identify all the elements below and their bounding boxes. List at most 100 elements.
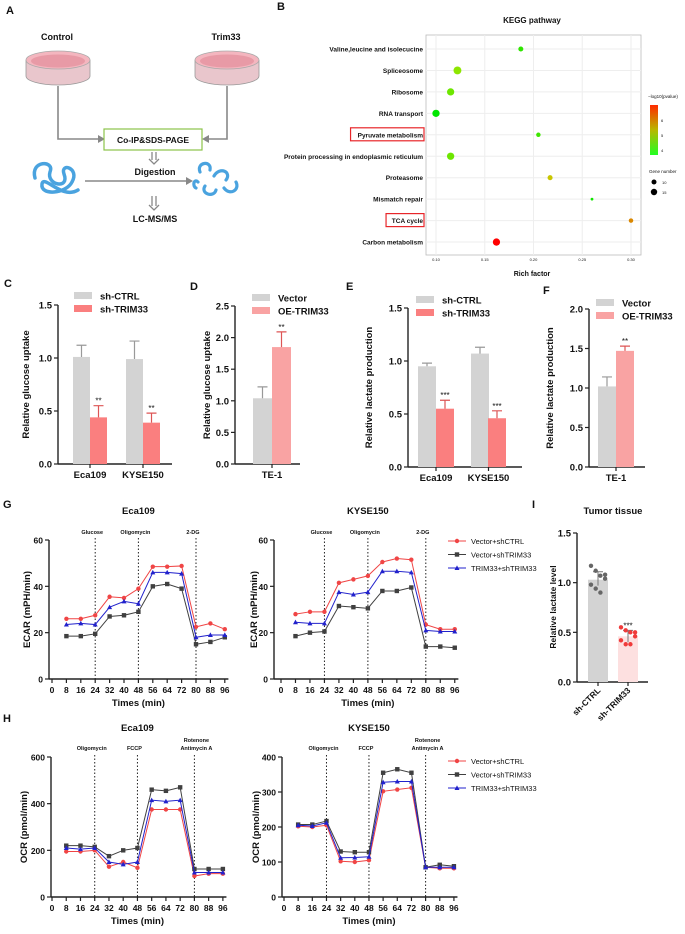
y-tick-label: 0.0: [389, 463, 402, 474]
control-dish: [25, 50, 91, 86]
x-tick-label: 96: [220, 685, 230, 695]
data-point: [222, 626, 227, 632]
co-ip-box: [103, 128, 203, 151]
data-point: [454, 785, 460, 790]
data-point: [454, 565, 460, 570]
treatment-label: Glucose: [81, 530, 103, 536]
data-point: [220, 869, 226, 875]
pathway-label: Protein processing in endoplasmic reticu…: [284, 154, 423, 161]
y-tick-label: 2.0: [216, 333, 229, 344]
data-point: [366, 854, 372, 859]
x-tick-label: 16: [76, 903, 86, 913]
legend-label: OE-TRIM33: [622, 312, 673, 323]
x-tick-label: 32: [334, 685, 344, 695]
x-tick-label: 8: [296, 903, 301, 913]
data-point: [409, 557, 414, 562]
x-tick-label: 0.30: [627, 257, 636, 262]
y-axis-label: Relative lactate production: [545, 327, 556, 449]
data-point: [136, 586, 141, 591]
data-point: [77, 846, 83, 852]
bar-chart-2: 0.0 0.5 1.0 1.5 2.0 2.5 Relative glucose uptak…: [202, 294, 329, 482]
y-tick-label: 600: [31, 753, 45, 763]
data-point: [165, 581, 170, 587]
data-point: [107, 594, 112, 599]
pathway-label: RNA transport: [379, 111, 424, 118]
x-tick-label: 64: [392, 685, 402, 695]
data-point: [192, 873, 197, 879]
y-axis-label: Relative glucose uptake: [202, 331, 213, 439]
legend-label: Vector+shCTRL: [471, 537, 524, 546]
data-point: [338, 855, 344, 860]
bar: [272, 347, 291, 464]
bar-chart-3: 0.0 0.5 1.0 1.5 Relative lactate production *…: [364, 296, 522, 484]
data-point: [177, 785, 183, 790]
pathway-label: TCA cycle: [392, 218, 424, 225]
peptides-icon: [192, 161, 239, 196]
series-line: [298, 781, 454, 868]
lcms-label: LC-MS/MS: [133, 214, 178, 224]
data-point: [454, 552, 460, 557]
pathway-label: Ribosome: [392, 89, 424, 96]
data-point: [92, 845, 98, 850]
data-point: [64, 616, 69, 621]
x-tick-label: 96: [218, 903, 228, 913]
chart-title: Eca109: [122, 506, 155, 517]
data-point: [193, 634, 199, 640]
x-tick-label: 72: [175, 903, 185, 913]
x-tick-label: 88: [204, 903, 214, 913]
x-axis-label: Times (min): [341, 698, 394, 709]
data-point: [454, 758, 460, 764]
data-point: [222, 635, 227, 640]
panel-label-F: F: [543, 285, 550, 297]
size-legend-title: Gene number: [649, 169, 677, 174]
bar: [90, 417, 107, 464]
data-point: [323, 820, 329, 825]
legend-label: Vector: [278, 294, 307, 305]
data-point: [206, 869, 212, 875]
x-tick-label: 16: [305, 685, 315, 695]
x-tick-label: 96: [450, 685, 460, 695]
data-point: [307, 630, 313, 635]
x-axis-label: Times (min): [112, 698, 165, 709]
x-tick-label: 40: [118, 903, 128, 913]
y-tick-label: 0.5: [216, 428, 230, 439]
y-axis-label: ECAR (mPH/min): [22, 571, 33, 648]
data-point: [295, 822, 301, 828]
chart-title: KYSE150: [347, 506, 389, 517]
x-tick-label: 0: [50, 903, 55, 913]
data-point: [350, 591, 356, 597]
significance-marker: **: [95, 397, 101, 406]
pathway-label: Pyruvate metabolism: [358, 132, 424, 139]
x-tick-label: 16: [308, 903, 318, 913]
category-label: Eca109: [420, 473, 453, 484]
data-point: [351, 604, 356, 610]
data-point: [394, 556, 400, 561]
data-point: [352, 854, 358, 860]
y-tick-label: 200: [31, 846, 45, 856]
legend-label: Vector+shTRIM33: [471, 551, 531, 560]
data-point: [208, 639, 213, 645]
significance-marker: **: [278, 323, 284, 332]
data-point: [78, 616, 84, 621]
y-tick-label: 1.0: [39, 354, 52, 365]
x-tick-label: 72: [177, 685, 187, 695]
data-point: [106, 853, 112, 859]
highlight-box: [385, 213, 425, 228]
data-point: [379, 568, 385, 574]
data-point: [64, 633, 69, 639]
data-point: [452, 628, 458, 634]
double-arrow-head: [148, 204, 160, 211]
data-point: [163, 807, 169, 812]
y-tick-label: 0: [271, 893, 276, 903]
data-point: [150, 569, 156, 575]
error-bar: [257, 386, 268, 399]
color-tick-label: 5: [661, 133, 664, 138]
chart-title: KYSE150: [348, 723, 390, 734]
x-tick-label: 24: [90, 903, 100, 913]
tumor-tissue-chart: Tumor tissue 0.0 0.5 1.0 1.5 Relative lactate…: [548, 506, 648, 723]
error-bar: [422, 362, 432, 367]
x-tick-label: 56: [378, 685, 388, 695]
x-tick-label: 8: [64, 903, 69, 913]
sample-point: [623, 642, 628, 647]
